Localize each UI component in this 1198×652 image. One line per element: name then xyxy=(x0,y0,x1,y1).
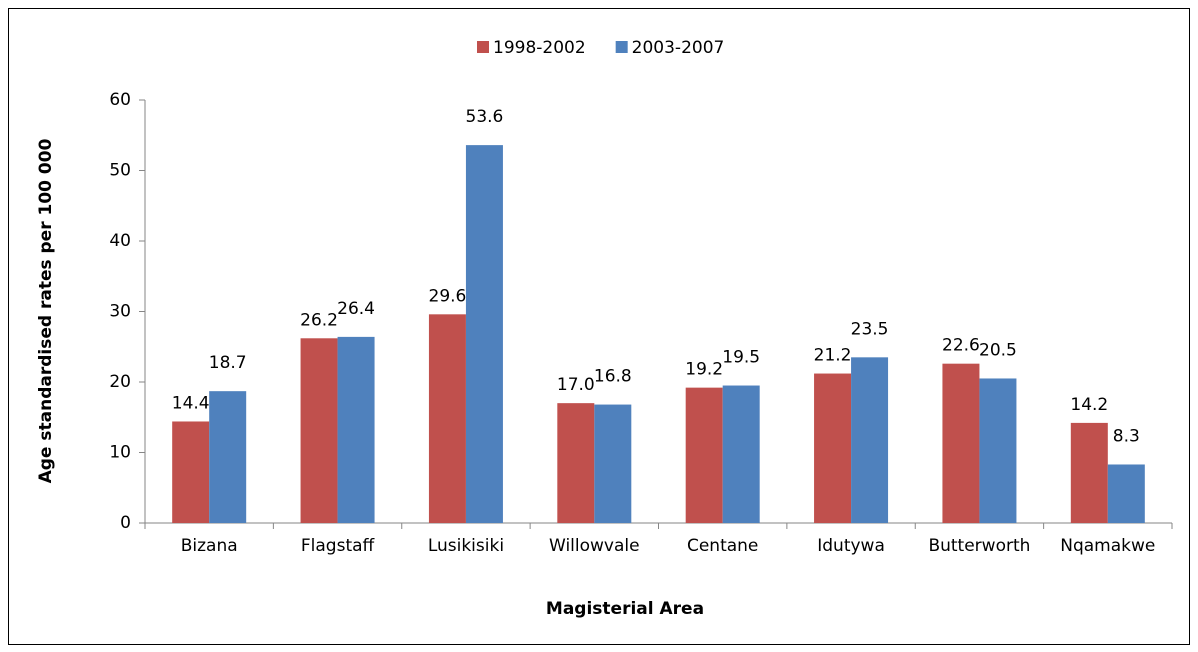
value-label: 8.3 xyxy=(1113,426,1140,446)
value-label: 14.4 xyxy=(172,393,210,413)
x-tick-label: Centane xyxy=(687,536,758,556)
bar xyxy=(337,336,375,523)
x-axis-title: Magisterial Area xyxy=(546,599,704,619)
value-label: 19.5 xyxy=(722,348,760,368)
legend-swatch xyxy=(477,41,489,53)
y-tick-label: 40 xyxy=(109,231,131,251)
legend-label: 2003-2007 xyxy=(632,38,725,58)
value-label: 19.2 xyxy=(685,360,723,380)
y-tick-label: 20 xyxy=(109,372,131,392)
y-axis-title: Age standardised rates per 100 000 xyxy=(36,138,56,483)
value-label: 16.8 xyxy=(594,367,632,387)
bar xyxy=(1070,422,1108,523)
x-tick-label: Nqamakwe xyxy=(1060,536,1155,556)
value-label: 23.5 xyxy=(851,319,889,339)
bar xyxy=(209,391,247,523)
legend-label: 1998-2002 xyxy=(493,38,586,58)
value-label: 26.2 xyxy=(300,310,338,330)
y-tick-label: 60 xyxy=(109,90,131,110)
bar xyxy=(557,403,595,523)
value-label: 18.7 xyxy=(209,353,247,373)
y-tick-label: 30 xyxy=(109,302,131,322)
value-label: 53.6 xyxy=(466,107,504,127)
value-label: 29.6 xyxy=(429,286,467,306)
x-tick-label: Butterworth xyxy=(928,536,1030,556)
bar xyxy=(594,404,632,523)
legend-swatch xyxy=(615,41,628,53)
x-tick-label: Lusikisiki xyxy=(428,536,504,556)
value-label: 17.0 xyxy=(557,375,595,395)
x-tick-label: Flagstaff xyxy=(301,536,376,556)
bar xyxy=(465,145,503,523)
bar xyxy=(172,421,210,523)
value-label: 14.2 xyxy=(1070,395,1108,415)
x-tick-label: Bizana xyxy=(181,536,238,556)
y-tick-label: 50 xyxy=(109,161,131,181)
bar xyxy=(942,363,980,523)
x-tick-label: Idutywa xyxy=(817,536,885,556)
y-tick-label: 0 xyxy=(120,513,131,533)
value-label: 26.4 xyxy=(337,299,375,319)
value-label: 22.6 xyxy=(942,336,980,356)
bar xyxy=(814,373,852,523)
x-tick-label: Willowvale xyxy=(549,536,640,556)
value-label: 21.2 xyxy=(814,346,852,366)
value-label: 20.5 xyxy=(979,340,1017,360)
bar xyxy=(428,314,466,523)
y-tick-label: 10 xyxy=(109,443,131,463)
bar xyxy=(1107,464,1145,523)
bar xyxy=(979,378,1017,523)
bar xyxy=(722,385,760,523)
bar xyxy=(851,357,889,523)
chart-border xyxy=(8,8,1190,645)
bar xyxy=(685,387,723,523)
bar xyxy=(300,338,338,523)
